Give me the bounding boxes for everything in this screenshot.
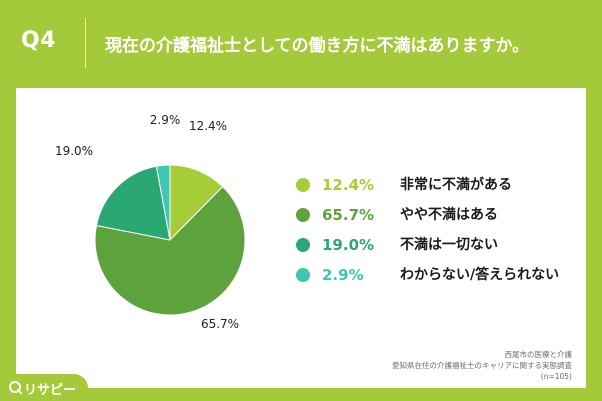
data-label: 2.9% — [150, 113, 181, 127]
header-divider — [85, 18, 86, 68]
brand-logo: リサピー — [0, 374, 88, 401]
pie-slice — [169, 164, 224, 242]
question-number: Q4 — [21, 28, 57, 53]
data-label: 19.0% — [55, 144, 93, 158]
legend-label: やや不満はある — [400, 207, 498, 223]
pie-slice — [155, 164, 171, 241]
legend-value: 19.0% — [322, 236, 375, 254]
logo-icon — [9, 381, 22, 394]
legend-swatch — [296, 178, 310, 192]
legend-value: 65.7% — [322, 206, 375, 224]
source-line: 西尾市の医療と介護 — [504, 350, 573, 359]
pie-slice — [94, 185, 246, 316]
header: Q4 現在の介護福祉士としての働き方に不満はありますか。 — [0, 0, 602, 86]
source-line: 愛知県在住の介護福祉士のキャリアに関する実態調査 — [392, 361, 572, 370]
legend-value: 12.4% — [322, 176, 375, 194]
legend-swatch — [296, 208, 310, 222]
legend-swatch — [296, 238, 310, 252]
legend-label: わからない/答えられない — [400, 267, 560, 283]
logo-text: リサピー — [24, 383, 77, 398]
pie-chart: 12.4% 65.7% 19.0% 2.9% — [55, 113, 246, 331]
data-label: 12.4% — [189, 119, 227, 133]
data-label: 65.7% — [201, 317, 239, 331]
legend-label: 不満は一切ない — [400, 237, 498, 253]
source-note: 西尾市の医療と介護 愛知県在住の介護福祉士のキャリアに関する実態調査 (n=10… — [392, 349, 572, 382]
legend-swatch — [296, 268, 310, 282]
question-title: 現在の介護福祉士としての働き方に不満はありますか。 — [105, 36, 530, 56]
chart-card: 12.4% 65.7% 19.0% 2.9% 12.4% 非常に不満がある 65.7%… — [16, 88, 586, 388]
legend-value: 2.9% — [322, 266, 364, 284]
sample-size: (n=105) — [540, 372, 572, 381]
pie-slice — [95, 165, 171, 241]
legend-label: 非常に不満がある — [400, 177, 512, 193]
